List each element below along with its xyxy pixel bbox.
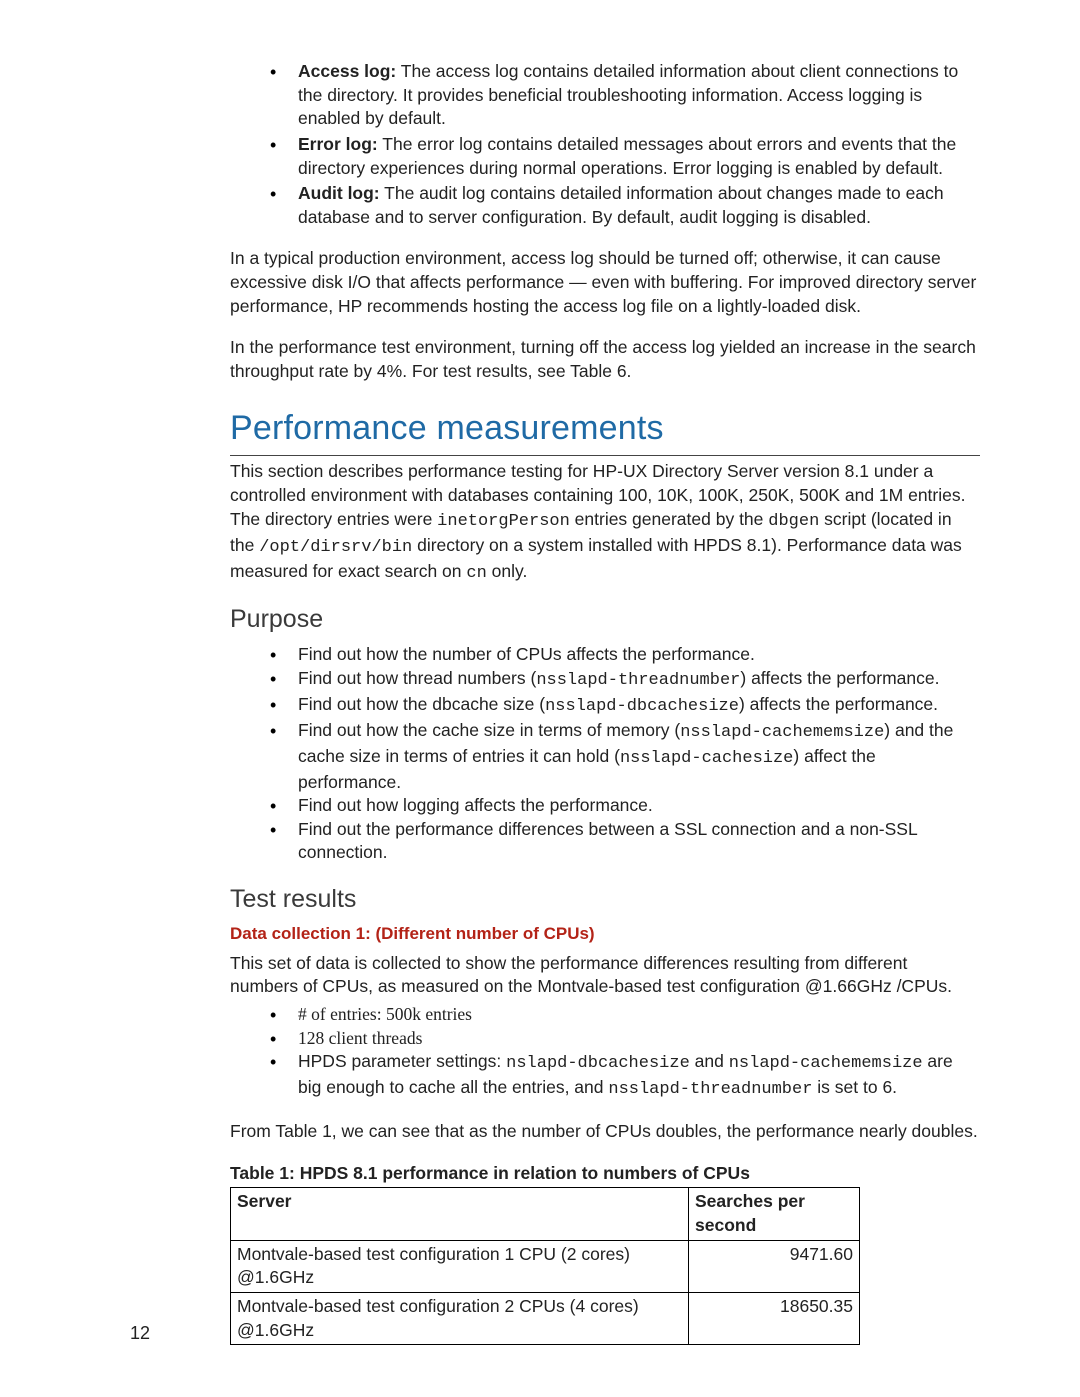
data-collection-1-title: Data collection 1: (Different number of …	[230, 923, 980, 946]
text: entries generated by the	[570, 509, 768, 529]
code-cn: cn	[466, 564, 486, 583]
cell-sps: 18650.35	[689, 1292, 860, 1344]
cell-server: Montvale-based test configuration 2 CPUs…	[231, 1292, 689, 1344]
access-log-label: Access log:	[298, 61, 396, 81]
error-log-label: Error log:	[298, 134, 378, 154]
dc1-intro: This set of data is collected to show th…	[230, 952, 980, 999]
list-item: # of entries: 500k entries	[298, 1003, 980, 1027]
cell-server: Montvale-based test configuration 1 CPU …	[231, 1240, 689, 1292]
text: HPDS parameter settings:	[298, 1051, 506, 1071]
code-dbcachesize: nsslapd-dbcachesize	[545, 697, 739, 716]
table-row: Montvale-based test configuration 2 CPUs…	[231, 1292, 860, 1344]
access-log-text: The access log contains detailed informa…	[298, 61, 958, 128]
section-heading-performance-measurements: Performance measurements	[230, 406, 980, 457]
log-types-list: Access log: The access log contains deta…	[230, 60, 980, 229]
table-header-sps: Searches per second	[689, 1188, 860, 1240]
text: ) affects the performance.	[739, 694, 938, 714]
list-item: 128 client threads	[298, 1027, 980, 1051]
text: Find out how logging affects the perform…	[298, 795, 653, 815]
code-nslapd-dbcachesize: nslapd-dbcachesize	[506, 1054, 690, 1073]
text: Find out how the dbcache size (	[298, 694, 545, 714]
list-item: Find out the performance differences bet…	[298, 818, 980, 865]
text: 128 client threads	[298, 1028, 422, 1048]
list-item: HPDS parameter settings: nslapd-dbcaches…	[298, 1050, 980, 1102]
text: and	[690, 1051, 729, 1071]
cell-sps: 9471.60	[689, 1240, 860, 1292]
subheading-purpose: Purpose	[230, 603, 980, 637]
text: is set to 6.	[812, 1077, 897, 1097]
paragraph-typical-env: In a typical production environment, acc…	[230, 247, 980, 318]
text: Find out how thread numbers (	[298, 668, 536, 688]
list-item: Find out how the dbcache size (nsslapd-d…	[298, 693, 980, 719]
audit-log-text: The audit log contains detailed informat…	[298, 183, 944, 227]
list-item: Audit log: The audit log contains detail…	[298, 182, 980, 229]
list-item: Error log: The error log contains detail…	[298, 133, 980, 180]
table1-cpu-performance: Server Searches per second Montvale-base…	[230, 1187, 860, 1345]
list-item: Find out how logging affects the perform…	[298, 794, 980, 818]
document-page: Access log: The access log contains deta…	[0, 0, 1080, 1397]
text: # of entries: 500k entries	[298, 1004, 472, 1024]
table-header-row: Server Searches per second	[231, 1188, 860, 1240]
subheading-test-results: Test results	[230, 883, 980, 917]
text: Find out how the number of CPUs affects …	[298, 644, 755, 664]
code-path: /opt/dirsrv/bin	[259, 538, 412, 557]
section-intro: This section describes performance testi…	[230, 460, 980, 585]
list-item: Access log: The access log contains deta…	[298, 60, 980, 131]
paragraph-perf-env: In the performance test environment, tur…	[230, 336, 980, 383]
code-nsslapd-threadnumber: nsslapd-threadnumber	[608, 1080, 812, 1099]
list-item: Find out how the number of CPUs affects …	[298, 643, 980, 667]
text: ) affects the performance.	[740, 668, 939, 688]
table1-title: Table 1: HPDS 8.1 performance in relatio…	[230, 1162, 980, 1186]
audit-log-label: Audit log:	[298, 183, 380, 203]
code-cachememsize: nsslapd-cachememsize	[680, 723, 884, 742]
table-row: Montvale-based test configuration 1 CPU …	[231, 1240, 860, 1292]
text: only.	[487, 561, 528, 581]
purpose-list: Find out how the number of CPUs affects …	[230, 643, 980, 865]
table-header-server: Server	[231, 1188, 689, 1240]
code-nslapd-cachememsize: nslapd-cachememsize	[729, 1054, 923, 1073]
list-item: Find out how thread numbers (nsslapd-thr…	[298, 667, 980, 693]
text: Find out the performance differences bet…	[298, 819, 917, 863]
dc1-conclusion: From Table 1, we can see that as the num…	[230, 1120, 980, 1144]
code-dbgen: dbgen	[768, 512, 819, 531]
page-number: 12	[130, 1321, 150, 1345]
list-item: Find out how the cache size in terms of …	[298, 719, 980, 795]
error-log-text: The error log contains detailed messages…	[298, 134, 956, 178]
code-inetorgperson: inetorgPerson	[437, 512, 570, 531]
dc1-config-list: # of entries: 500k entries 128 client th…	[230, 1003, 980, 1102]
text: Find out how the cache size in terms of …	[298, 720, 680, 740]
code-threadnumber: nsslapd-threadnumber	[536, 671, 740, 690]
code-cachesize: nsslapd-cachesize	[620, 749, 793, 768]
